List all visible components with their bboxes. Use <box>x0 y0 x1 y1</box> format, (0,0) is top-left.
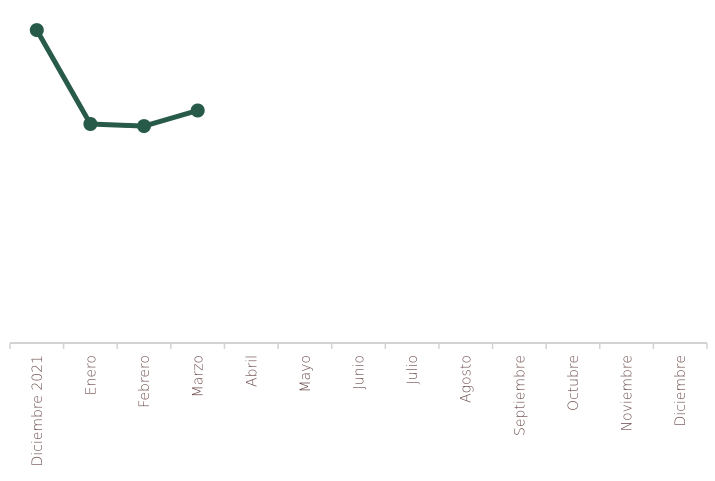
x-tick-label: Septiembre <box>512 355 528 436</box>
x-tick-label: Julio <box>405 355 421 384</box>
data-point <box>137 119 151 134</box>
x-tick-label: Marzo <box>191 355 207 397</box>
x-tick-label: Mayo <box>298 355 314 393</box>
x-axis-labels: Diciembre 2021 Enero Febrero Marzo Abril Mayo… <box>30 355 689 467</box>
series-layer <box>29 23 205 134</box>
x-axis <box>9 342 708 349</box>
x-tick-label: Junio <box>352 355 368 389</box>
x-tick-label: Febrero <box>137 355 153 408</box>
x-tick-label: Octubre <box>566 355 582 411</box>
x-tick-label: Agosto <box>459 355 475 403</box>
data-point <box>29 23 44 38</box>
x-tick-label: Diciembre 2021 <box>30 355 46 467</box>
x-tick-label: Abril <box>244 355 260 387</box>
data-point <box>190 103 205 118</box>
x-tick-label: Noviembre <box>620 355 636 431</box>
x-tick-label: Diciembre <box>673 355 689 426</box>
series-line <box>34 27 201 129</box>
data-point <box>83 117 98 131</box>
x-tick-label: Enero <box>83 355 99 395</box>
